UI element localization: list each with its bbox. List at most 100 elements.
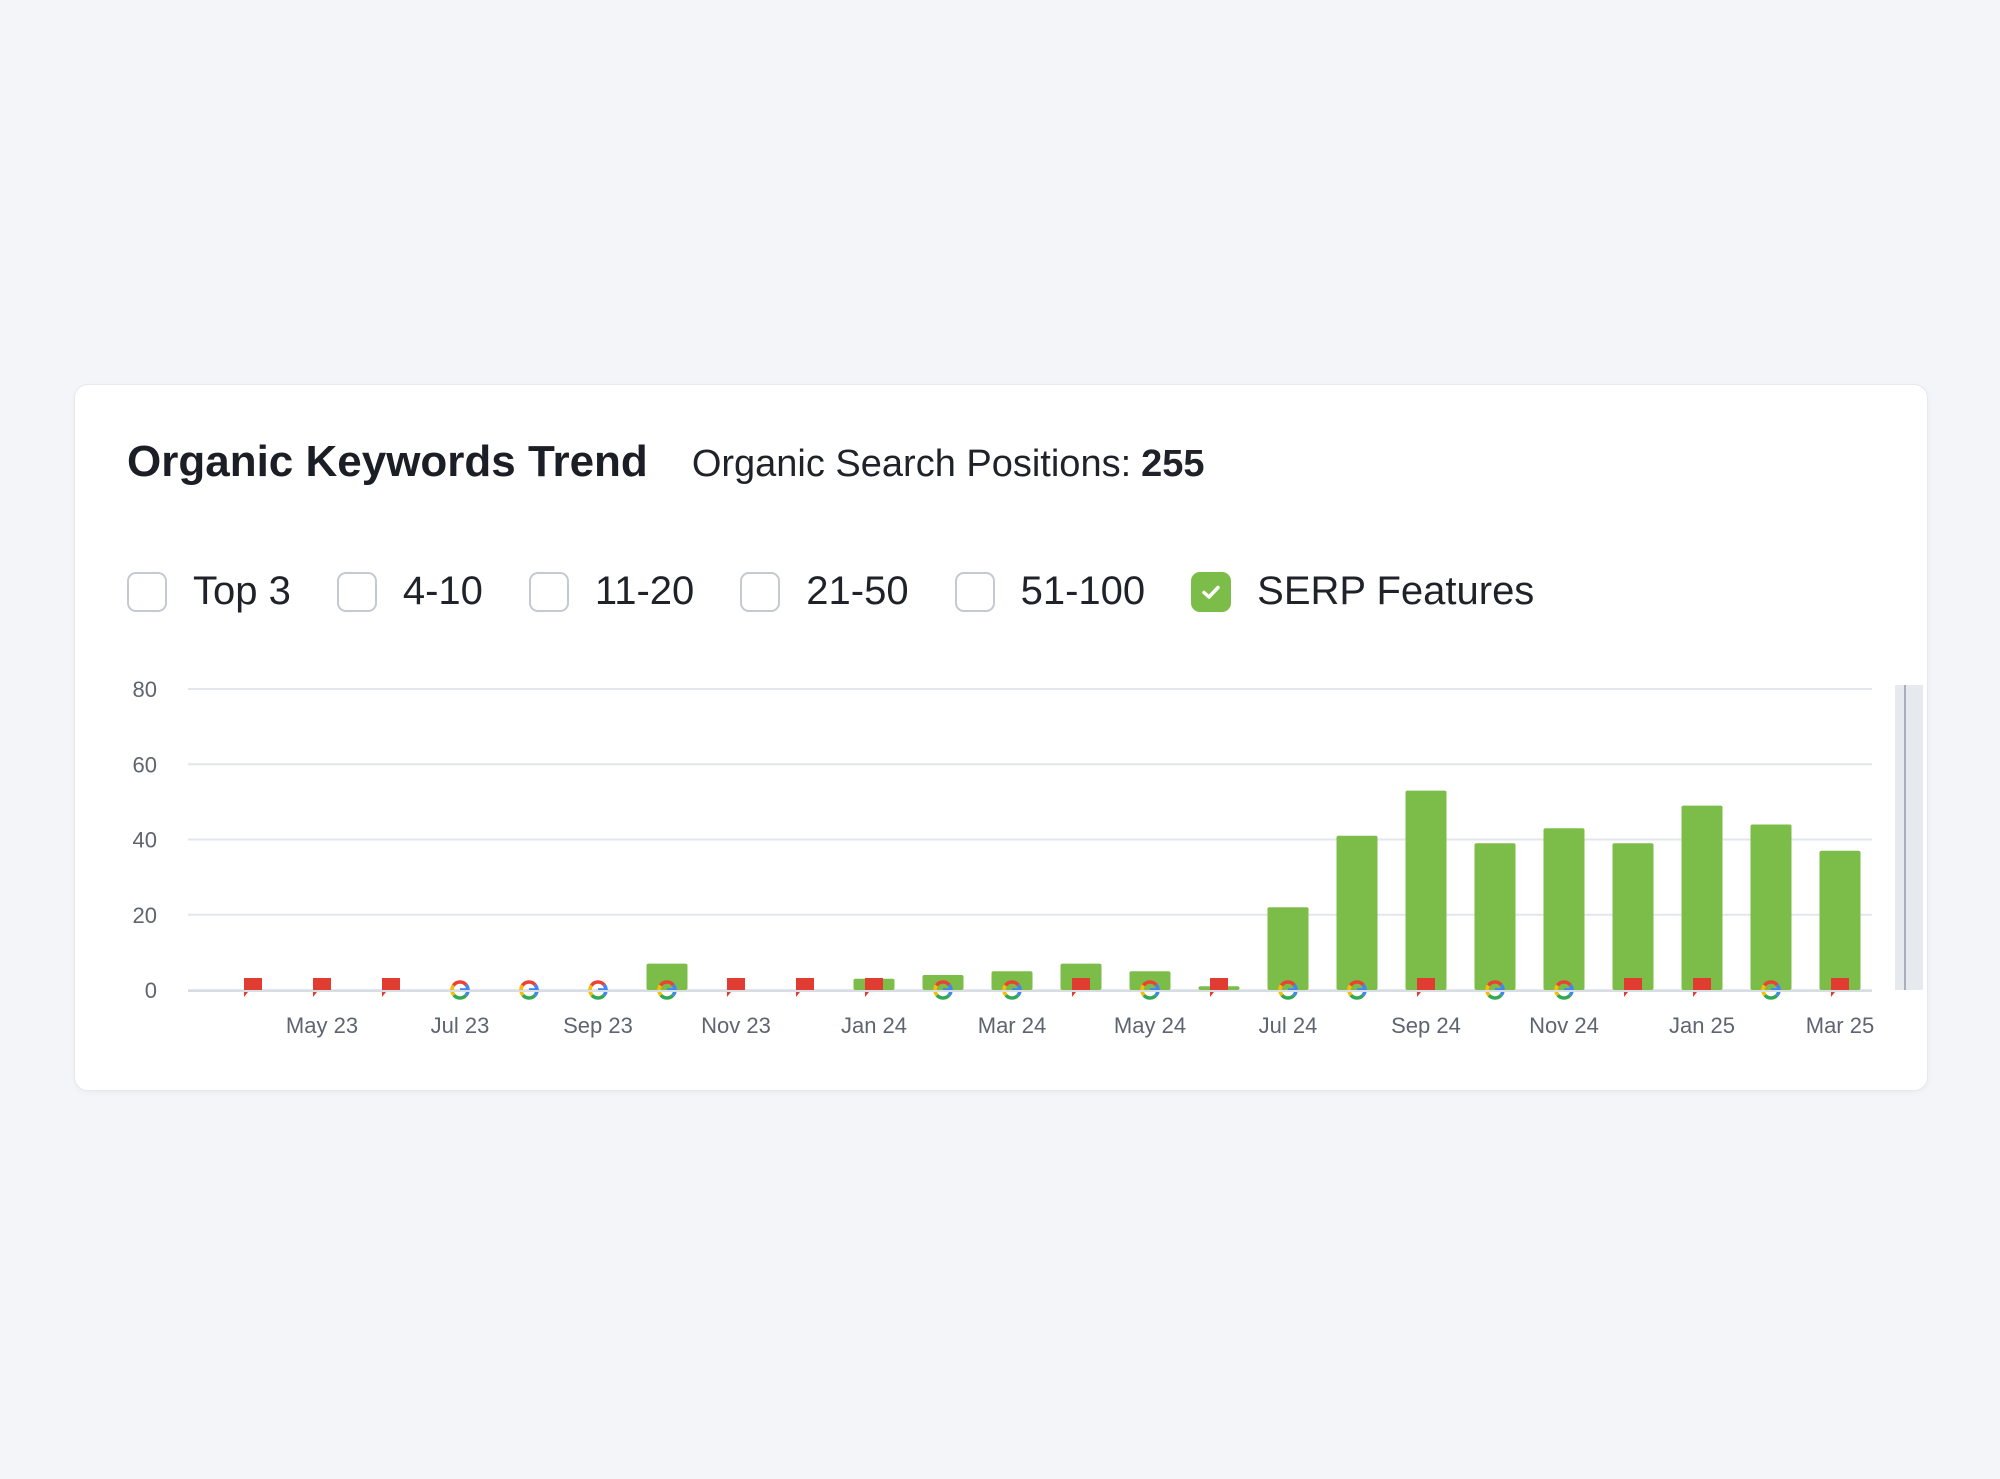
position-filters: Top 3 4-10 11-20 21-50 51-100 SERP Featu… [127,569,1580,614]
bar [1267,907,1309,990]
filter-4-10[interactable]: 4-10 [336,569,483,614]
google-arc [1555,980,1572,987]
bar [1543,828,1585,990]
bar [1405,790,1447,990]
filter-label: 4-10 [402,569,483,613]
google-arc [1556,993,1572,1000]
google-arc [659,993,675,1000]
filter-top-3[interactable]: Top 3 [127,569,291,614]
google-arc [521,993,537,1000]
flag-icon [244,978,262,997]
flag-icon [727,978,745,997]
google-arc [1348,980,1365,987]
y-tick-label: 60 [133,752,157,777]
y-tick-label: 0 [145,978,157,1003]
google-arc [1004,993,1020,1000]
y-tick-label: 20 [133,903,157,928]
y-tick-label: 40 [133,828,157,853]
x-tick-label: Jul 24 [1259,1013,1318,1038]
filter-21-50[interactable]: 21-50 [740,569,909,614]
x-tick-label: Nov 24 [1529,1013,1599,1038]
hover-band [1895,685,1923,990]
flag-icon [1831,978,1849,997]
x-tick-label: Mar 25 [1806,1013,1874,1038]
bar [1060,963,1102,990]
checkbox[interactable] [528,571,569,612]
flag-icon [1417,978,1435,997]
card-title: Organic Keywords Trend [127,437,648,486]
flag-shape [727,978,745,997]
x-tick-label: Sep 23 [563,1013,633,1038]
filter-51-100[interactable]: 51-100 [954,569,1146,614]
filter-11-20[interactable]: 11-20 [528,569,695,614]
google-arc [1486,980,1503,987]
flag-icon [1624,978,1642,997]
checkbox[interactable] [1191,571,1232,612]
flag-shape [1831,978,1849,997]
google-arc [590,993,606,1000]
positions-label: Organic Search Positions: [691,443,1132,485]
x-tick-label: Mar 24 [978,1013,1046,1038]
google-arc [1763,993,1779,1000]
flag-icon [1072,978,1090,997]
bar [1612,843,1654,990]
flag-shape [1072,978,1090,997]
google-arc [1349,993,1365,1000]
flag-shape [1417,978,1435,997]
google-arc [1280,993,1296,1000]
google-arc [451,980,468,987]
x-tick-label: Nov 23 [701,1013,771,1038]
google-arc [452,993,468,1000]
google-arc [589,980,606,987]
flag-shape [382,978,400,997]
google-arc [1279,980,1296,987]
checkbox[interactable] [336,571,377,612]
flag-shape [1624,978,1642,997]
filter-label: 21-50 [806,569,909,613]
google-arc [520,980,537,987]
filter-serp-features[interactable]: SERP Features [1191,569,1534,614]
card-header: Organic Keywords Trend Organic Search Po… [127,437,1205,487]
x-tick-label: Sep 24 [1391,1013,1461,1038]
google-arc [1487,993,1503,1000]
google-arc [1003,980,1020,987]
organic-keywords-card: Organic Keywords Trend Organic Search Po… [74,384,1928,1091]
flag-shape [796,978,814,997]
checkbox[interactable] [740,571,781,612]
bar [646,963,688,990]
google-arc [1762,980,1779,987]
flag-shape [1210,978,1228,997]
filter-label: 51-100 [1020,569,1146,613]
flag-shape [865,978,883,997]
google-arc [935,993,951,1000]
bar [1750,824,1792,990]
bar [1681,805,1723,990]
flag-shape [313,978,331,997]
y-tick-label: 80 [133,677,157,702]
flag-icon [796,978,814,997]
x-tick-label: Jan 25 [1669,1013,1735,1038]
filter-label: Top 3 [193,569,291,613]
check-icon [1202,585,1220,599]
filter-label: SERP Features [1257,569,1535,613]
flag-icon [1693,978,1711,997]
filter-label: 11-20 [594,569,695,613]
positions-summary: Organic Search Positions: 255 [692,443,1205,486]
x-tick-label: Jul 23 [431,1013,490,1038]
bar [1474,843,1516,990]
positions-count: 255 [1141,443,1205,485]
bar [1819,850,1861,990]
flag-icon [382,978,400,997]
flag-icon [1210,978,1228,997]
flag-shape [244,978,262,997]
flag-icon [865,978,883,997]
bar [1336,835,1378,990]
checkbox[interactable] [127,571,167,612]
x-tick-label: May 23 [286,1013,358,1038]
google-arc [1141,980,1158,987]
checkbox[interactable] [954,571,995,612]
google-arc [658,980,675,987]
google-arc [1142,993,1158,1000]
flag-icon [313,978,331,997]
serp-features-chart: 0 20 40 60 80 May 23 Jul 23 Sep 23 Nov 23 Jan 24 M… [133,677,1923,1038]
